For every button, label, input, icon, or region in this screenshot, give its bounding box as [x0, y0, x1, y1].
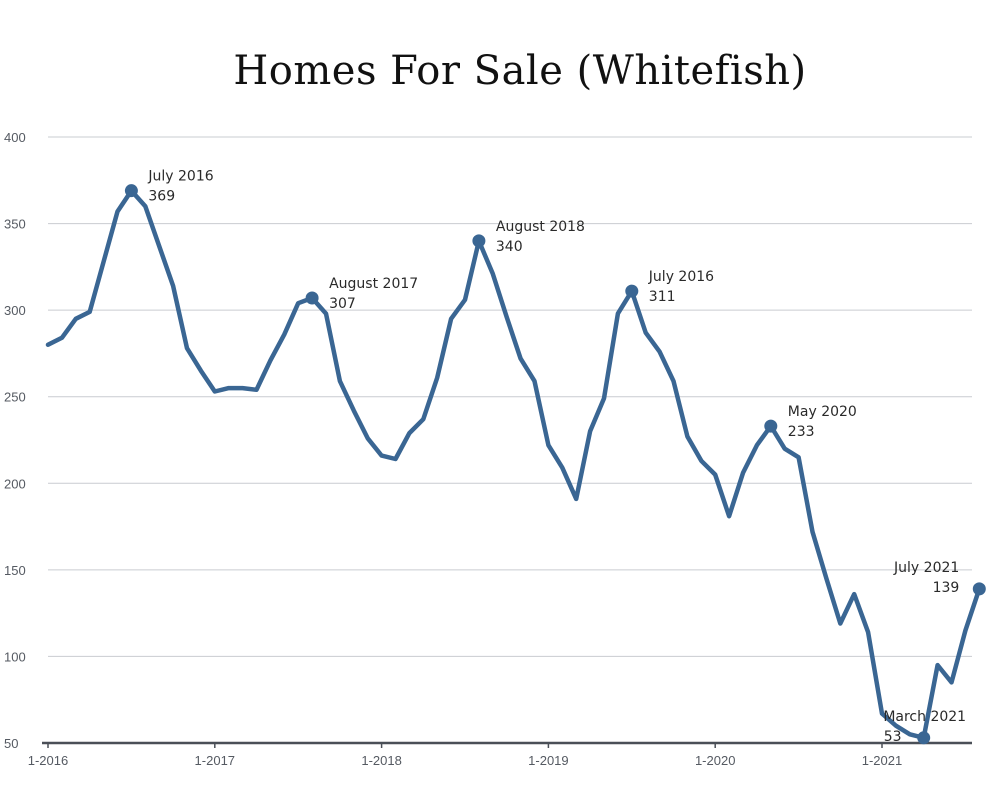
y-tick-label: 250	[4, 390, 26, 405]
annotation-value: 139	[933, 580, 960, 596]
x-tick-label: 1-2019	[528, 753, 568, 768]
x-tick-label: 1-2018	[361, 753, 401, 768]
annotation-value: 233	[788, 424, 815, 440]
y-tick-label: 400	[4, 130, 26, 145]
annotation-label: August 2018	[496, 219, 585, 235]
y-tick-label: 50	[4, 736, 18, 751]
annotation-value: 340	[496, 239, 523, 255]
data-point-marker	[124, 184, 138, 198]
annotation-value: 311	[649, 289, 676, 305]
annotation-label: July 2021	[893, 560, 959, 576]
annotations-layer: July 2016 369 August 2017 307 August 2018 340…	[124, 169, 986, 745]
data-point-marker	[972, 582, 986, 596]
annotation-label: May 2020	[788, 404, 857, 420]
x-tick-label: 1-2017	[195, 753, 235, 768]
gridlines	[48, 136, 972, 657]
annotation-label: August 2017	[329, 276, 418, 292]
y-tick-label: 350	[4, 217, 26, 232]
annotation-value: 307	[329, 296, 356, 312]
data-point-marker	[305, 291, 319, 305]
y-tick-label: 200	[4, 476, 26, 491]
annotation-label: July 2016	[648, 269, 714, 285]
x-tick-label: 1-2020	[695, 753, 735, 768]
x-axis: 1-2016 1-2017 1-2018 1-2019 1-2020 1-2021	[28, 741, 972, 768]
annotation-label: July 2016	[147, 169, 213, 185]
annotation-label: March 2021	[883, 709, 966, 725]
data-point-marker	[472, 234, 486, 248]
y-axis-ticks: 50 100 150 200 250 300 350 400	[4, 130, 26, 751]
x-tick-label: 1-2021	[862, 753, 902, 768]
chart-title: Homes For Sale (Whitefish)	[233, 48, 807, 94]
series-line	[45, 188, 982, 741]
data-point-marker	[917, 731, 931, 745]
x-tick-label: 1-2016	[28, 753, 68, 768]
data-point-marker	[764, 419, 778, 433]
annotation-value: 369	[148, 189, 175, 205]
data-point-marker	[625, 284, 639, 298]
y-tick-label: 150	[4, 563, 26, 578]
y-tick-label: 100	[4, 649, 26, 664]
annotation-value: 53	[884, 729, 902, 745]
series-layer	[45, 188, 982, 741]
y-tick-label: 300	[4, 303, 26, 318]
